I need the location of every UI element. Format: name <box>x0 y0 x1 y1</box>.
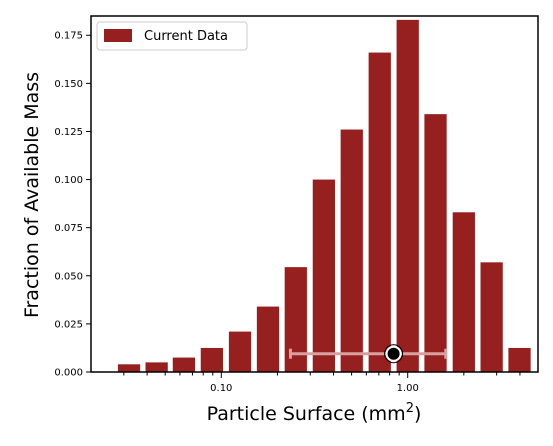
bar <box>284 267 307 372</box>
y-tick-label: 0.075 <box>54 223 83 234</box>
y-tick-label: 0.175 <box>54 31 83 42</box>
bar <box>312 179 335 372</box>
y-tick-label: 0.025 <box>54 319 83 330</box>
bar <box>228 331 252 372</box>
x-tick-label: 1.00 <box>397 383 419 394</box>
bar <box>508 347 531 372</box>
bar <box>368 52 391 372</box>
bar <box>200 347 223 372</box>
bar <box>340 129 363 372</box>
legend-label: Current Data <box>144 29 228 44</box>
bar <box>117 364 141 372</box>
y-axis-label: Fraction of Available Mass <box>21 72 43 318</box>
median-marker-outline <box>384 344 404 364</box>
y-tick-label: 0.125 <box>54 127 83 138</box>
bar <box>452 212 475 372</box>
y-tick-label: 0.100 <box>54 175 83 186</box>
plot-frame <box>90 15 539 373</box>
bar <box>172 357 196 372</box>
legend-swatch <box>104 29 132 42</box>
axes-layer: 0.000 0.025 0.050 0.075 0.100 0.125 0.150 0.175… <box>54 15 539 394</box>
median-marker <box>385 345 402 362</box>
bar <box>396 19 419 373</box>
bar <box>480 262 503 372</box>
marker-layer <box>288 344 448 364</box>
bar <box>145 362 168 372</box>
x-axis-label: Particle Surface (mm2) <box>207 401 422 425</box>
bar <box>424 114 447 373</box>
y-tick-label: 0.150 <box>54 79 83 90</box>
bar <box>256 306 280 372</box>
y-tick-label: 0.050 <box>54 271 83 282</box>
legend: Current Data <box>96 21 248 51</box>
y-tick-label: 0.000 <box>54 368 83 379</box>
x-tick-label: 0.10 <box>210 383 232 394</box>
legend-box <box>96 21 248 51</box>
bars-layer <box>117 19 531 373</box>
